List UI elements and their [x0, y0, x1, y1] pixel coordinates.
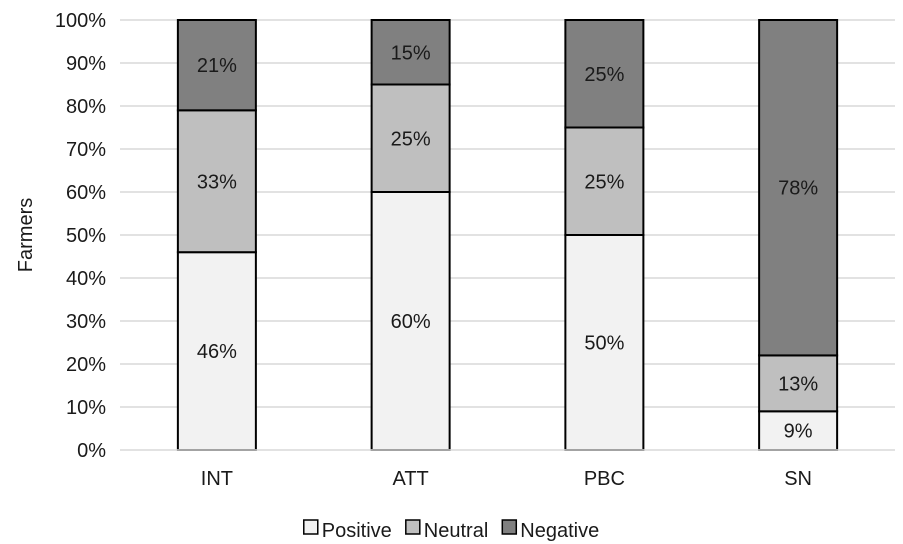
data-label: 13% — [778, 373, 818, 395]
legend-swatch-positive — [303, 519, 319, 535]
bar-segment-positive — [564, 234, 645, 451]
bar-segment-negative — [758, 19, 839, 357]
x-category-label: ATT — [392, 468, 428, 490]
y-tick-label: 10% — [66, 397, 106, 419]
y-axis-title: Farmers — [15, 198, 37, 272]
data-label: 25% — [391, 128, 431, 150]
legend-label: Neutral — [424, 520, 488, 542]
y-tick-label: 80% — [66, 96, 106, 118]
x-axis-category-labels: INT ATT PBC SN — [201, 468, 812, 490]
y-axis-tick-labels: 0% 10% 20% 30% 40% 50% 60% 70% 80% 90% 100% — [55, 10, 106, 462]
data-label: 46% — [197, 341, 237, 363]
x-category-label: PBC — [584, 468, 625, 490]
bars: 46% 33% 21% 60% 25% 15% 50% 25% 25% 9% 13% 78% — [176, 19, 839, 451]
y-tick-label: 30% — [66, 311, 106, 333]
bar-segment-negative — [370, 19, 451, 86]
data-label: 21% — [197, 55, 237, 77]
x-category-label: SN — [784, 468, 812, 490]
legend-label: Positive — [322, 520, 392, 542]
data-label: 25% — [584, 64, 624, 86]
data-label: 78% — [778, 178, 818, 200]
legend: Positive Neutral Negative — [303, 519, 599, 542]
bar-segment-neutral — [758, 354, 839, 413]
legend-swatch-neutral — [405, 519, 421, 535]
legend-swatch-negative — [501, 519, 518, 535]
bar-segment-positive — [370, 191, 451, 451]
y-tick-label: 90% — [66, 53, 106, 75]
data-label: 50% — [584, 333, 624, 355]
y-tick-label: 60% — [66, 182, 106, 204]
legend-label: Negative — [520, 520, 599, 542]
bar-stack-pbc: 50% 25% 25% — [564, 19, 645, 451]
y-tick-label: 100% — [55, 10, 106, 32]
data-label: 33% — [197, 171, 237, 193]
bar-segment-negative — [176, 19, 257, 112]
data-label: 15% — [391, 42, 431, 64]
y-tick-label: 50% — [66, 225, 106, 247]
bar-stack-sn: 9% 13% 78% — [758, 19, 839, 451]
data-label: 60% — [391, 311, 431, 333]
y-tick-label: 0% — [77, 440, 106, 462]
bar-segment-neutral — [564, 126, 645, 236]
bar-stack-int: 46% 33% 21% — [176, 19, 257, 451]
bar-segment-neutral — [176, 109, 257, 254]
data-label: 9% — [784, 421, 813, 443]
bar-segment-negative — [564, 19, 645, 129]
y-tick-label: 20% — [66, 354, 106, 376]
y-tick-label: 70% — [66, 139, 106, 161]
x-category-label: INT — [201, 468, 233, 490]
data-label: 25% — [584, 171, 624, 193]
y-tick-label: 40% — [66, 268, 106, 290]
bar-stack-att: 60% 25% 15% — [370, 19, 451, 451]
